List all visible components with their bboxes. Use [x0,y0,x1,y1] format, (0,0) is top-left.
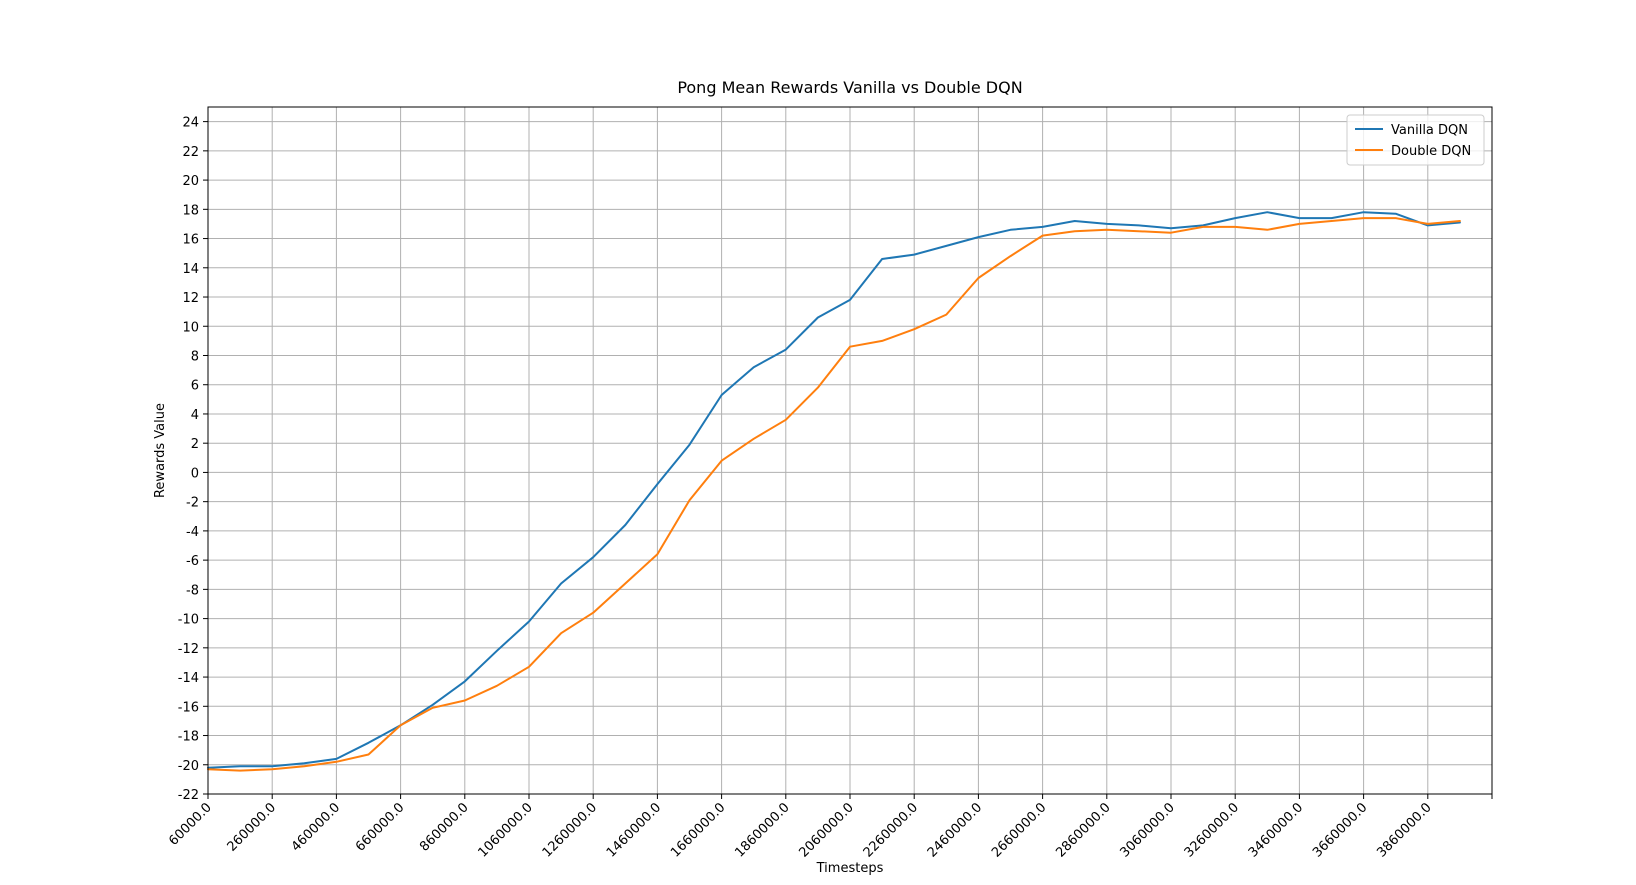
x-tick-label: 2860000.0 [1053,800,1113,860]
y-tick-label: -2 [186,496,199,511]
x-tick-label: 60000.0 [166,800,215,849]
y-tick-label: 20 [182,174,199,189]
x-axis-label: Timesteps [816,861,884,876]
legend: Vanilla DQN Double DQN [1346,114,1485,166]
series-lines [207,211,1461,772]
y-tick-label: 14 [182,262,199,277]
y-tick-label: -12 [178,642,199,657]
y-tick-label: -8 [186,583,199,598]
x-tick-label: 660000.0 [353,800,407,854]
x-tick-label: 3660000.0 [1310,800,1370,860]
x-tick-label: 1860000.0 [732,800,792,860]
x-tick-label: 2260000.0 [861,800,921,860]
x-tick-label: 3060000.0 [1118,800,1178,860]
x-tick-label: 1260000.0 [540,800,600,860]
x-tick-label: 3260000.0 [1182,800,1242,860]
y-tick-label: 0 [191,466,199,481]
x-tick-label: 1660000.0 [668,800,728,860]
y-tick-label: -22 [178,788,199,803]
x-tick-label: 2060000.0 [797,800,857,860]
x-tick-label: 460000.0 [289,800,343,854]
gridlines [207,107,1492,795]
x-tick-label: 2660000.0 [989,800,1049,860]
y-tick-label: -18 [178,730,199,745]
y-tick-label: 10 [182,320,199,335]
x-tick-label: 3860000.0 [1374,800,1434,860]
x-tick-label: 860000.0 [417,800,471,854]
legend-label: Vanilla DQN [1391,123,1468,138]
y-tick-label: 12 [182,291,199,306]
chart-title: Pong Mean Rewards Vanilla vs Double DQN [677,78,1022,97]
y-tick-label: -14 [178,671,199,686]
y-tick-label: -6 [186,554,199,569]
y-tick-label: 16 [182,233,199,248]
y-axis-ticks: -22-20-18-16-14-12-10-8-6-4-202468101214… [178,116,208,803]
y-tick-label: -4 [186,525,199,540]
y-tick-label: 4 [191,408,199,423]
y-tick-label: 6 [191,379,199,394]
y-tick-label: 24 [182,116,199,131]
y-tick-label: 22 [182,145,199,160]
x-tick-label: 1060000.0 [476,800,536,860]
y-tick-label: -16 [178,700,199,715]
y-tick-label: 8 [191,349,199,364]
x-tick-label: 2460000.0 [925,800,985,860]
legend-label: Double DQN [1391,144,1471,159]
x-tick-label: 1460000.0 [604,800,664,860]
y-tick-label: -10 [178,613,199,628]
x-tick-label: 3460000.0 [1246,800,1306,860]
y-tick-label: 2 [191,437,199,452]
series-line-double-dqn [207,217,1461,772]
y-tick-label: 18 [182,203,199,218]
y-axis-label: Rewards Value [153,403,168,498]
y-tick-label: -20 [178,759,199,774]
legend-box [1346,114,1485,166]
x-tick-label: 260000.0 [225,800,279,854]
x-axis-ticks: 60000.0 260000.0 460000.0 660000.0 860000.0 1… [166,794,1493,861]
series-line-vanilla-dqn [207,211,1461,769]
